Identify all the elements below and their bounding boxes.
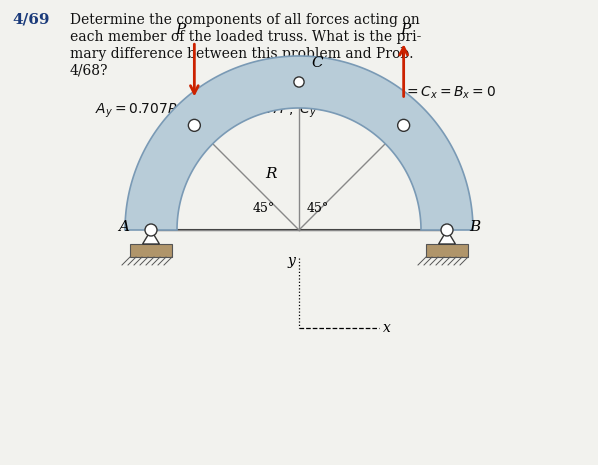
Polygon shape xyxy=(125,56,473,230)
Text: mary difference between this problem and Prob.: mary difference between this problem and… xyxy=(70,47,413,61)
Text: P: P xyxy=(175,23,185,37)
Text: R: R xyxy=(266,167,277,181)
Text: x: x xyxy=(383,321,391,335)
Text: 4/69: 4/69 xyxy=(12,13,50,27)
Text: C: C xyxy=(311,56,323,70)
Text: 4/68?: 4/68? xyxy=(70,64,108,78)
Text: 45°: 45° xyxy=(307,201,329,214)
Text: each member of the loaded truss. What is the pri-: each member of the loaded truss. What is… xyxy=(70,30,422,44)
Circle shape xyxy=(294,77,304,87)
Bar xyxy=(426,244,468,257)
Text: $A_y = 0.707P,\ B_y = -\ 0.707P,\ C_y = 0.293P$: $A_y = 0.707P,\ B_y = -\ 0.707P,\ C_y = … xyxy=(95,102,382,120)
Text: Determine the components of all forces acting on: Determine the components of all forces a… xyxy=(70,13,420,27)
Text: $\mathit{Ans.}\ A_x = C_x = B_x = 0$: $\mathit{Ans.}\ A_x = C_x = B_x = 0$ xyxy=(350,85,496,101)
Circle shape xyxy=(188,120,200,131)
Circle shape xyxy=(398,120,410,131)
Circle shape xyxy=(145,224,157,236)
Text: 45°: 45° xyxy=(253,201,275,214)
Polygon shape xyxy=(142,230,160,244)
Bar xyxy=(130,244,172,257)
Text: B: B xyxy=(469,220,480,234)
Text: y: y xyxy=(287,254,295,268)
Polygon shape xyxy=(438,230,456,244)
Circle shape xyxy=(441,224,453,236)
Text: A: A xyxy=(118,220,129,234)
Text: P: P xyxy=(401,23,411,37)
